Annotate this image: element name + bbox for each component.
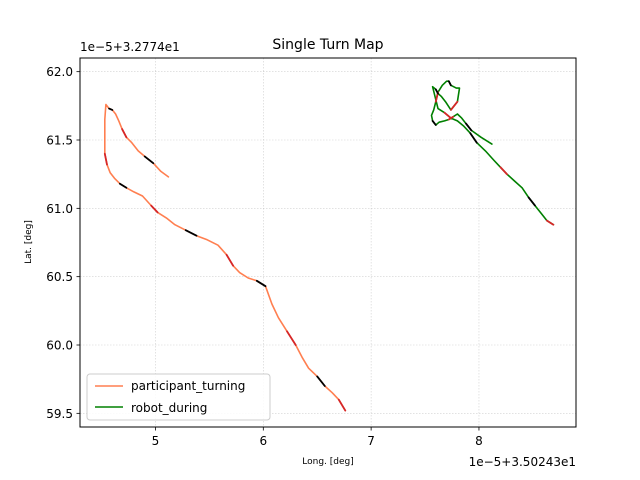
series-segment-marker [527,196,536,207]
series-segment-marker [184,229,198,237]
series-segment-marker [469,132,478,144]
series-segment-marker [465,122,473,132]
series-segment-marker [316,375,326,387]
x-axis-label: Long. [deg] [302,457,354,467]
series-segment-marker [286,330,297,346]
series-segment-marker [449,100,459,111]
x-offset-label: 1e−5+3.50243e1 [469,455,576,469]
legend: participant_turning robot_during [86,373,271,421]
legend-box [86,373,271,421]
series-segment-marker [121,128,128,139]
y-tick-label: 61.5 [46,134,73,148]
chart-title: Single Turn Map [272,37,383,53]
x-tick-label: 7 [367,434,375,448]
legend-label-robot-during: robot_during [131,401,207,415]
series-segment-marker [143,155,155,165]
series-segment-marker [447,80,452,87]
series-layer [103,80,555,412]
plot-frame [79,57,577,428]
y-tick-label: 60.0 [46,339,73,353]
x-tick-label: 6 [259,434,267,448]
series-segment-marker [119,182,128,189]
series-segment-marker [150,204,159,214]
series-segment-marker [108,107,114,111]
y-tick-label: 60.5 [46,270,73,284]
series-segment-marker [431,120,437,126]
series-end-marker [546,219,555,226]
series-end-marker [337,398,347,412]
series-segment-marker [499,166,508,176]
y-offset-label: 1e−5+3.2774e1 [80,40,180,54]
series-segment-marker [103,152,108,166]
y-tick-label: 59.5 [46,407,73,421]
series-segment-marker [225,253,235,267]
series-segment-marker [434,88,439,95]
x-tick-label: 5 [152,434,160,448]
y-tick-label: 62.0 [46,65,73,79]
legend-label-participant-turning: participant_turning [131,379,245,393]
ticks: 5 6 7 8 59.5 60.0 60.5 61.0 61.5 62.0 [46,65,482,448]
series-segment-marker [255,279,267,288]
y-axis-label: Lat. [deg] [24,220,34,264]
series-segment-marker [443,111,452,119]
x-tick-label: 8 [475,434,483,448]
y-tick-label: 61.0 [46,202,73,216]
grid [80,58,576,427]
